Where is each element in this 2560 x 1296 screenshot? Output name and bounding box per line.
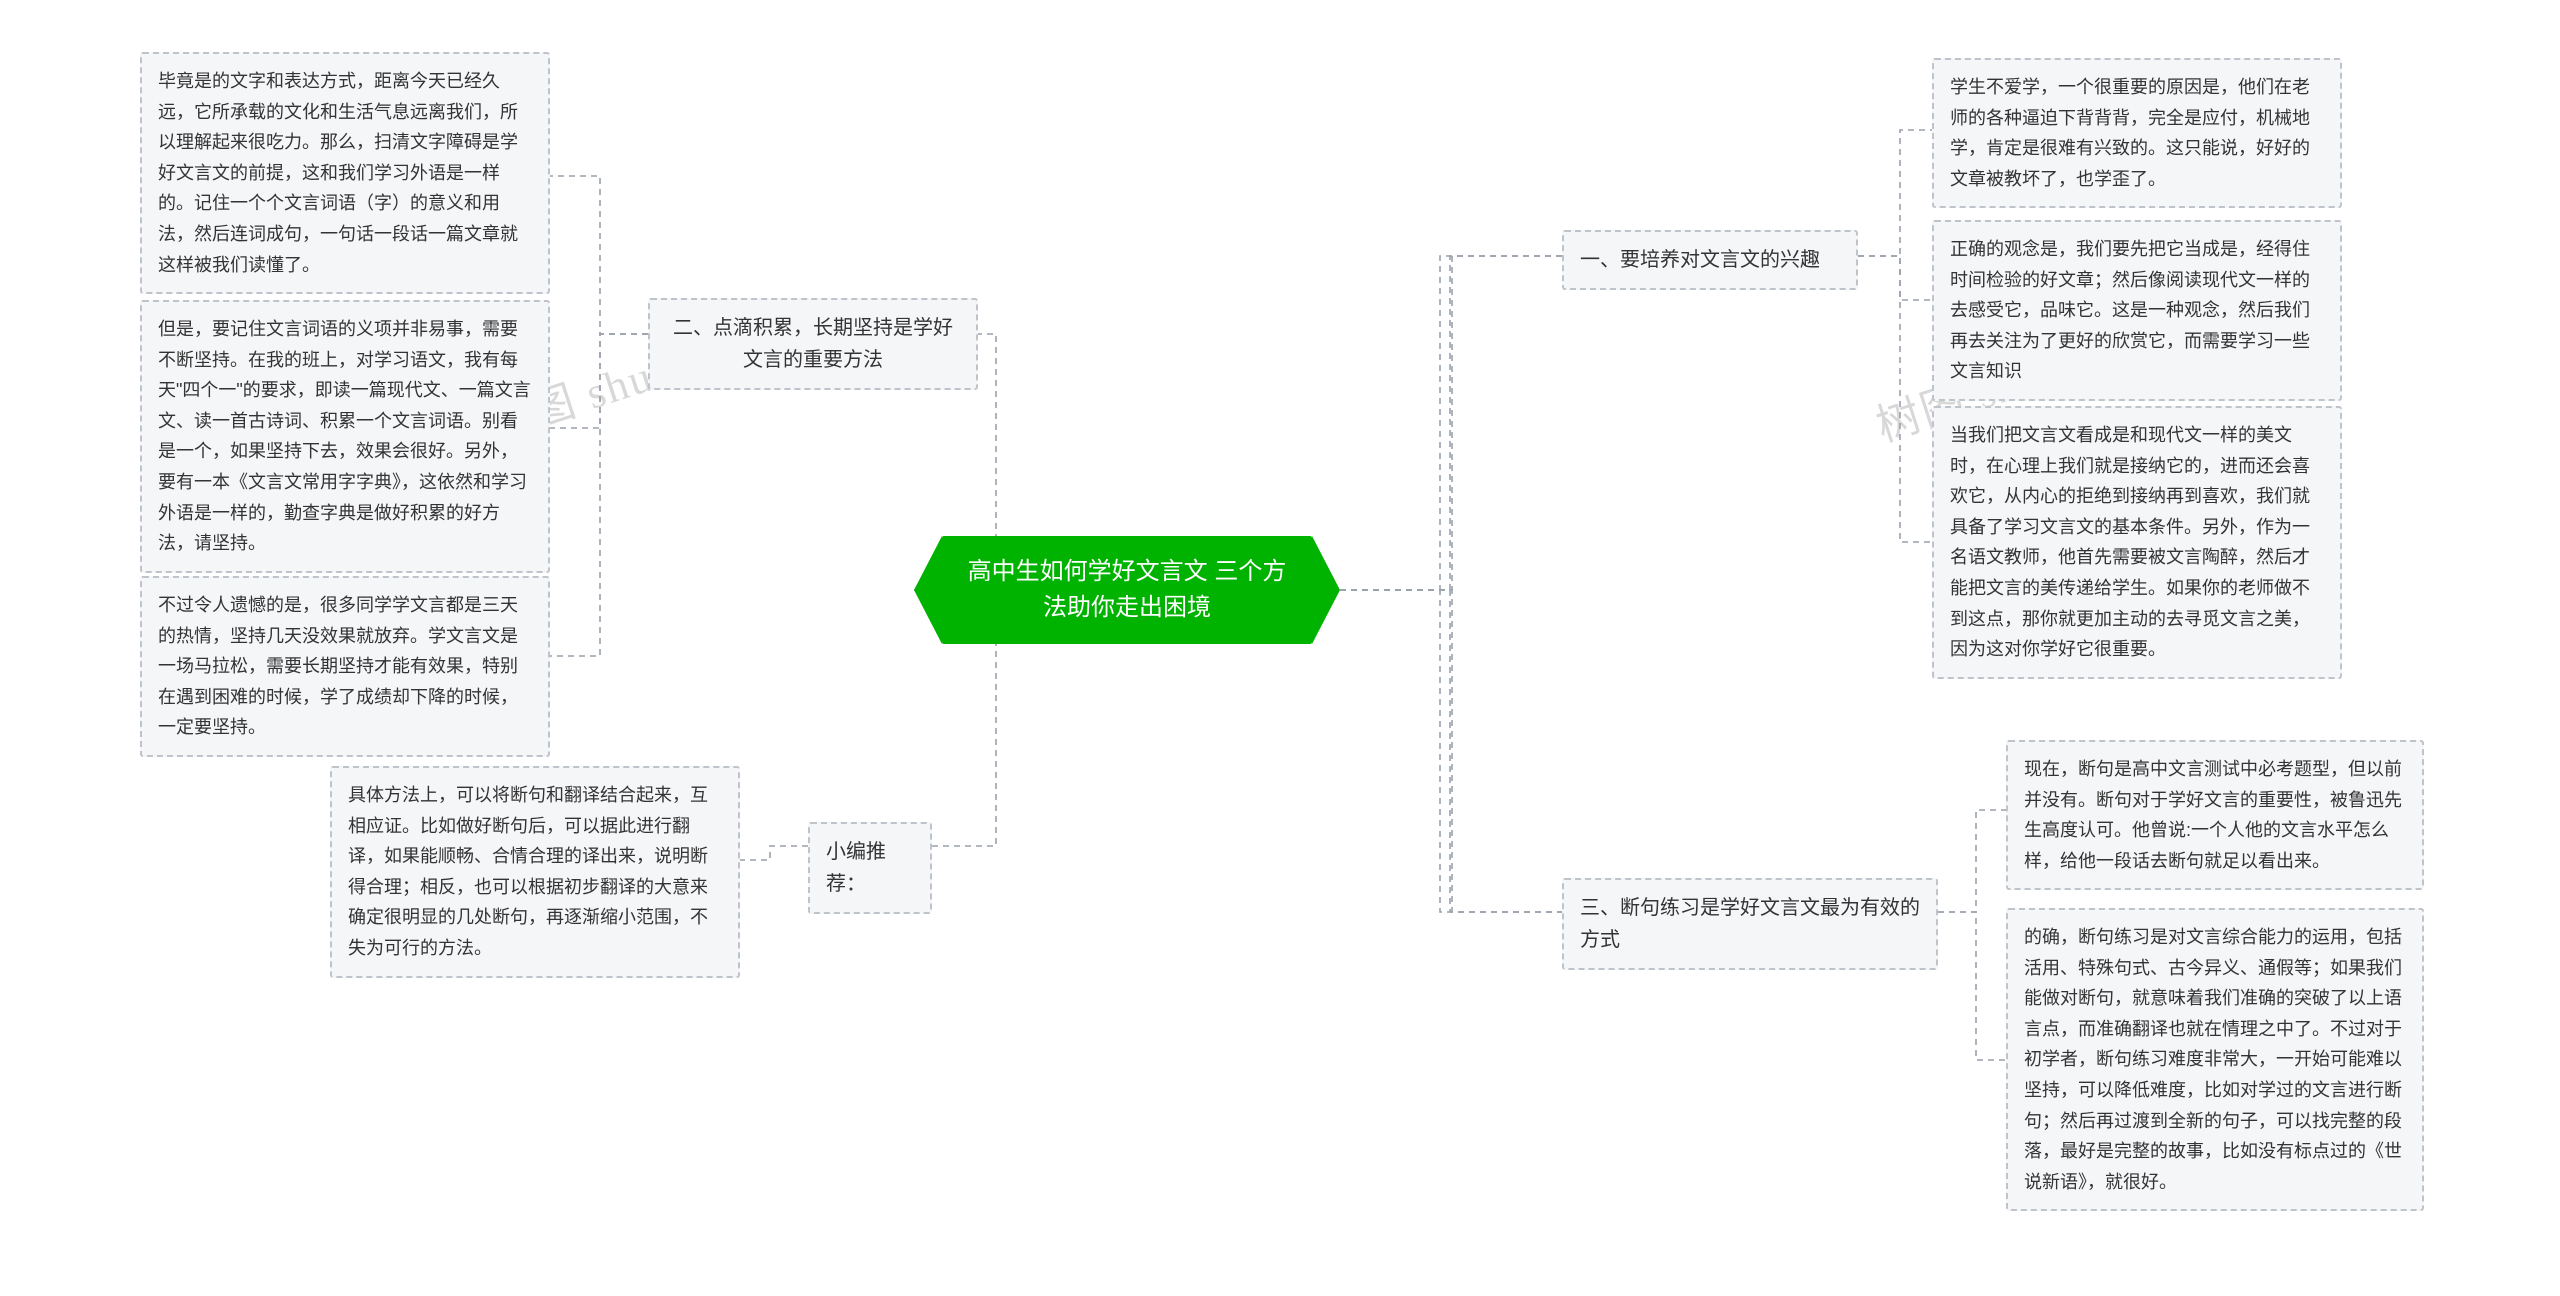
branch-accumulate: 二、点滴积累，长期坚持是学好文言的重要方法 <box>648 298 978 390</box>
branch-label: 三、断句练习是学好文言文最为有效的方式 <box>1580 897 1920 951</box>
branch-interest: 一、要培养对文言文的兴趣 <box>1562 230 1858 290</box>
leaf-text: 现在，断句是高中文言测试中必考题型，但以前并没有。断句对于学好文言的重要性，被鲁… <box>2024 759 2402 871</box>
leaf-node: 具体方法上，可以将断句和翻译结合起来，互相应证。比如做好断句后，可以据此进行翻译… <box>330 766 740 978</box>
leaf-text: 不过令人遗憾的是，很多同学学文言都是三天的热情，坚持几天没效果就放弃。学文言文是… <box>158 595 518 737</box>
branch-punctuation: 三、断句练习是学好文言文最为有效的方式 <box>1562 878 1938 970</box>
leaf-text: 具体方法上，可以将断句和翻译结合起来，互相应证。比如做好断句后，可以据此进行翻译… <box>348 785 708 958</box>
leaf-text: 当我们把文言文看成是和现代文一样的美文时，在心理上我们就是接纳它的，进而还会喜欢… <box>1950 425 2310 659</box>
leaf-text: 学生不爱学，一个很重要的原因是，他们在老师的各种逼迫下背背背，完全是应付，机械地… <box>1950 77 2310 189</box>
root-label: 高中生如何学好文言文 三个方法助你走出困境 <box>968 558 1287 621</box>
branch-label: 二、点滴积累，长期坚持是学好文言的重要方法 <box>673 317 953 371</box>
leaf-node: 现在，断句是高中文言测试中必考题型，但以前并没有。断句对于学好文言的重要性，被鲁… <box>2006 740 2424 890</box>
leaf-node: 的确，断句练习是对文言综合能力的运用，包括活用、特殊句式、古今异义、通假等；如果… <box>2006 908 2424 1211</box>
leaf-text: 的确，断句练习是对文言综合能力的运用，包括活用、特殊句式、古今异义、通假等；如果… <box>2024 927 2402 1192</box>
leaf-node: 当我们把文言文看成是和现代文一样的美文时，在心理上我们就是接纳它的，进而还会喜欢… <box>1932 406 2342 679</box>
branch-label: 一、要培养对文言文的兴趣 <box>1580 249 1820 271</box>
leaf-node: 不过令人遗憾的是，很多同学学文言都是三天的热情，坚持几天没效果就放弃。学文言文是… <box>140 576 550 757</box>
branch-label: 小编推荐： <box>826 841 886 895</box>
leaf-node: 正确的观念是，我们要先把它当成是，经得住时间检验的好文章；然后像阅读现代文一样的… <box>1932 220 2342 401</box>
leaf-node: 学生不爱学，一个很重要的原因是，他们在老师的各种逼迫下背背背，完全是应付，机械地… <box>1932 58 2342 208</box>
mindmap-root: 高中生如何学好文言文 三个方法助你走出困境 <box>942 536 1312 644</box>
branch-recommend: 小编推荐： <box>808 822 932 914</box>
leaf-text: 正确的观念是，我们要先把它当成是，经得住时间检验的好文章；然后像阅读现代文一样的… <box>1950 239 2310 381</box>
leaf-node: 毕竟是的文字和表达方式，距离今天已经久远，它所承载的文化和生活气息远离我们，所以… <box>140 52 550 294</box>
leaf-text: 毕竟是的文字和表达方式，距离今天已经久远，它所承载的文化和生活气息远离我们，所以… <box>158 71 518 275</box>
leaf-text: 但是，要记住文言词语的义项并非易事，需要不断坚持。在我的班上，对学习语文，我有每… <box>158 319 531 553</box>
leaf-node: 但是，要记住文言词语的义项并非易事，需要不断坚持。在我的班上，对学习语文，我有每… <box>140 300 550 573</box>
